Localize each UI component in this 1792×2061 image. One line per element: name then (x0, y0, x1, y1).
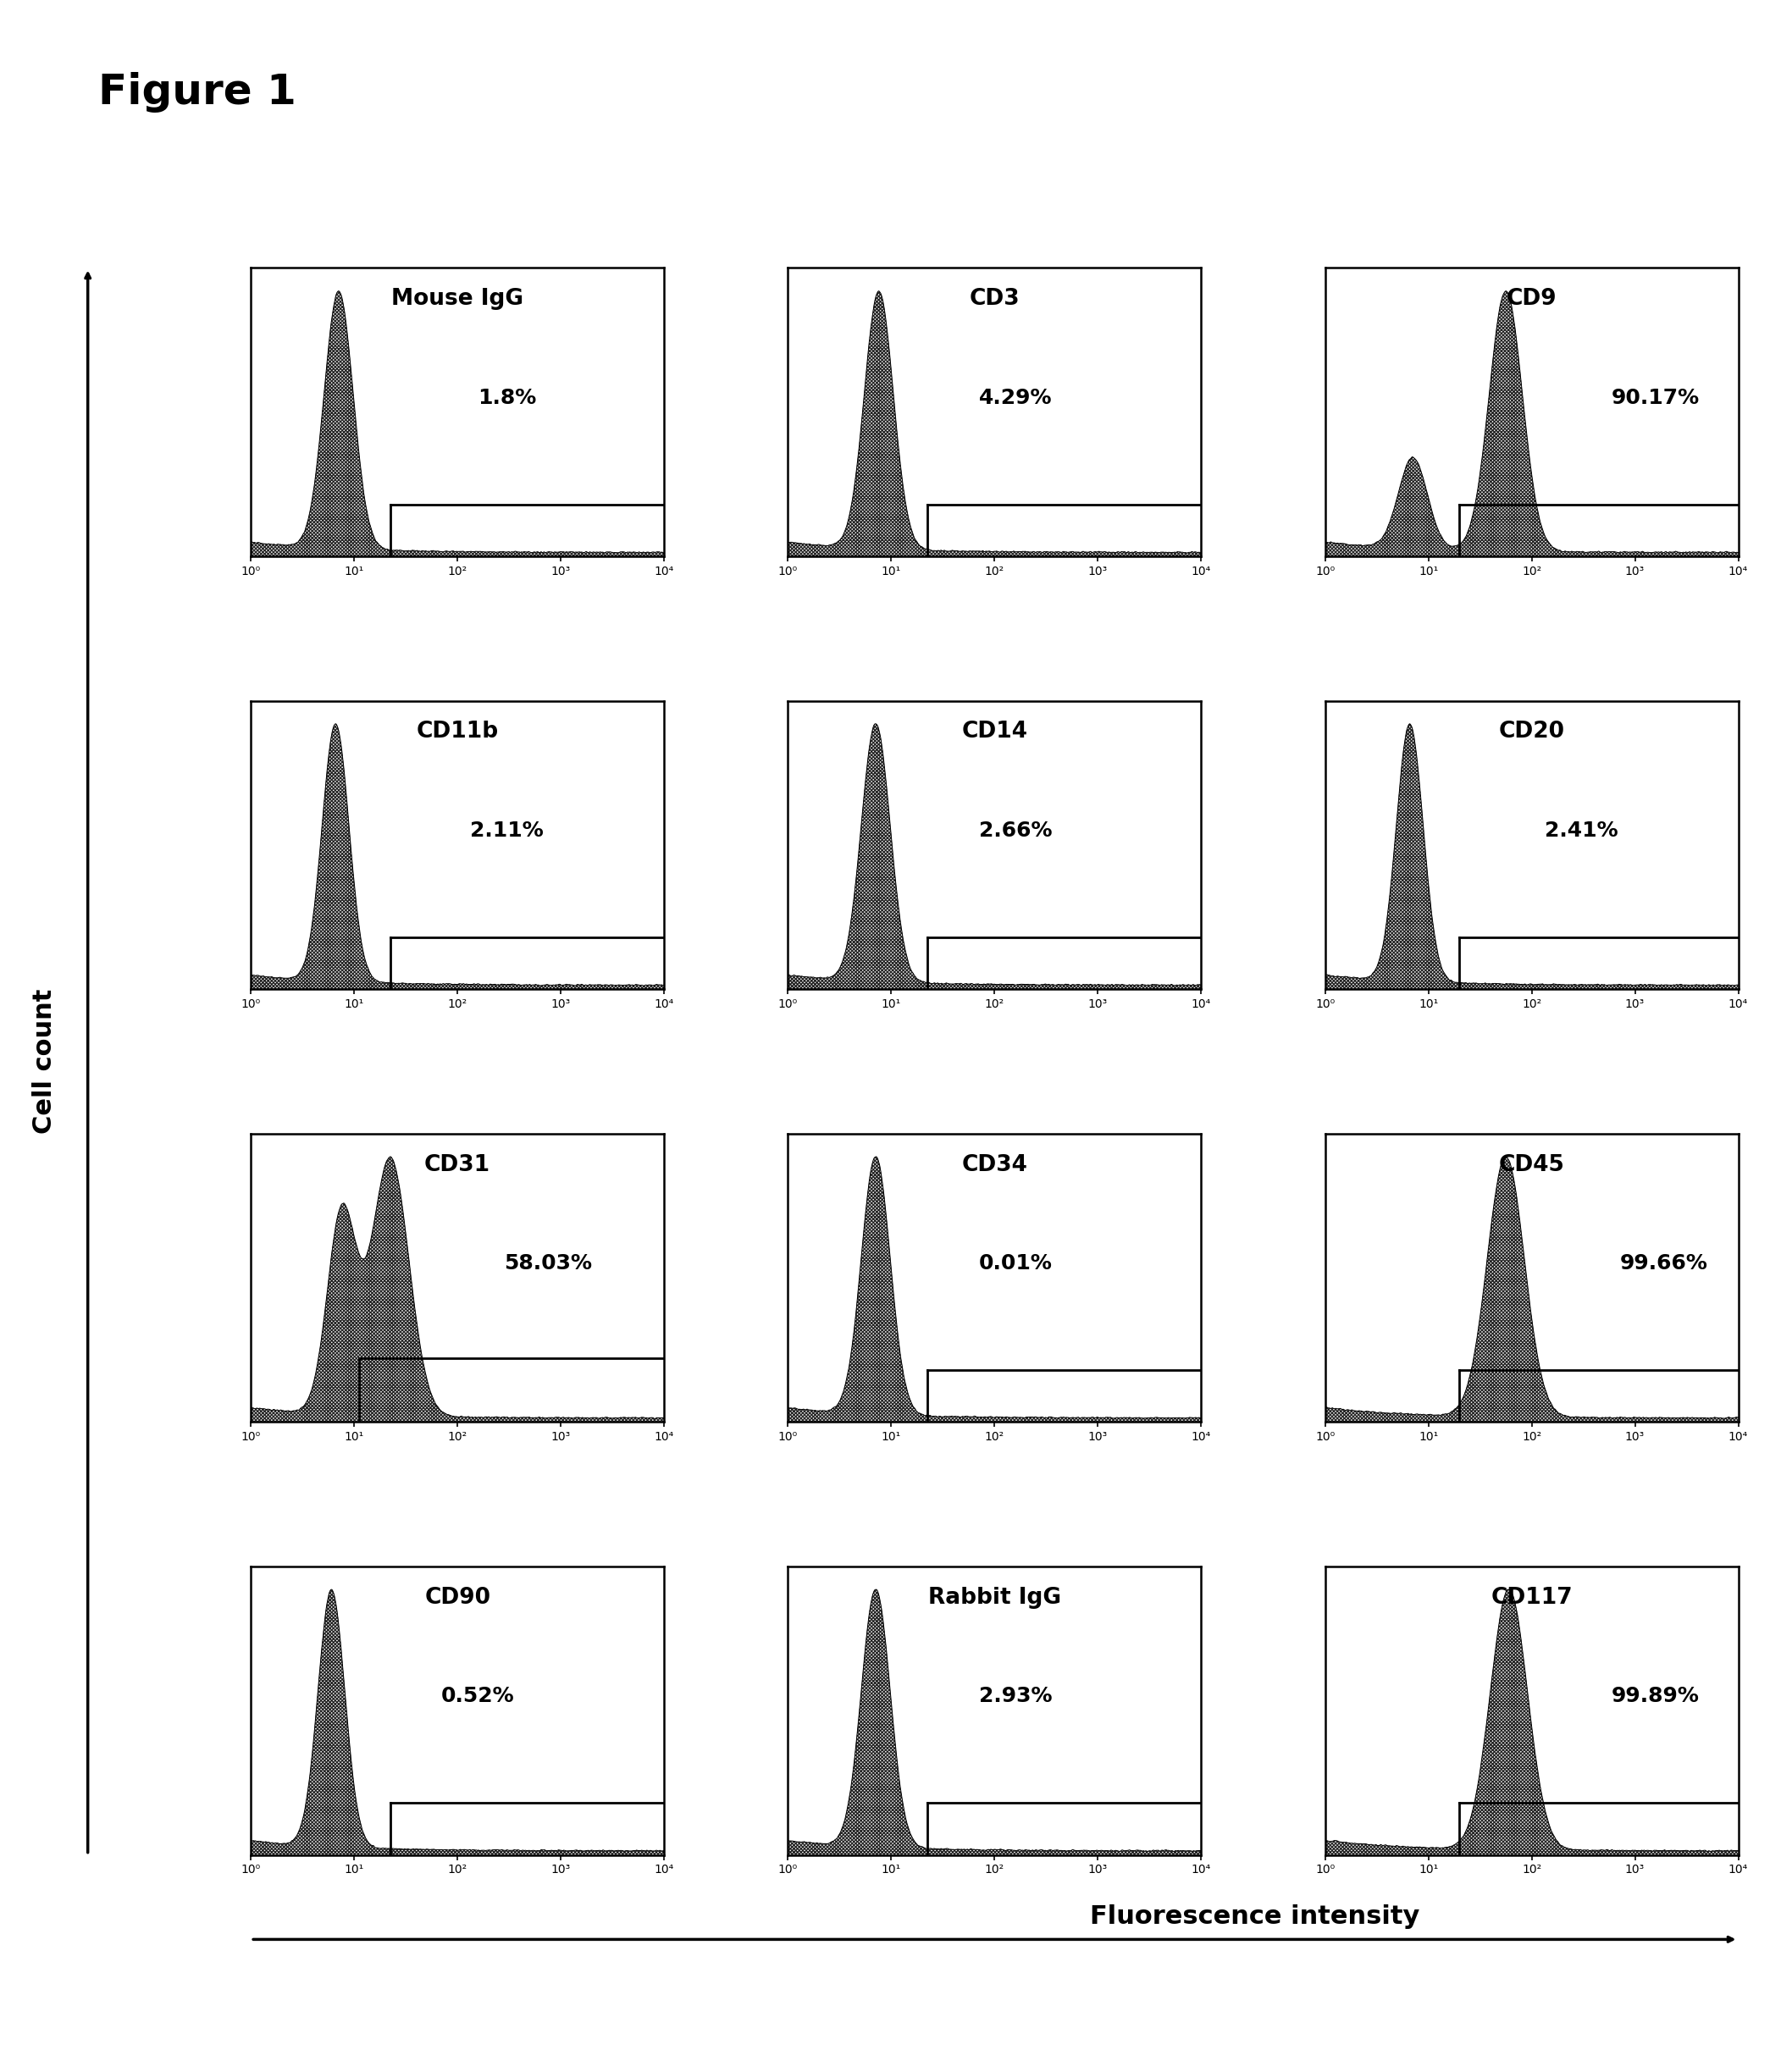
Text: Fluorescence intensity: Fluorescence intensity (1090, 1904, 1419, 1929)
Text: 2.93%: 2.93% (978, 1686, 1052, 1707)
Text: CD20: CD20 (1498, 721, 1564, 742)
Text: Mouse IgG: Mouse IgG (391, 289, 523, 309)
Text: 4.29%: 4.29% (978, 387, 1052, 408)
Text: 58.03%: 58.03% (504, 1253, 593, 1274)
Text: Cell count: Cell count (32, 989, 57, 1134)
Text: 0.52%: 0.52% (441, 1686, 514, 1707)
Text: CD117: CD117 (1491, 1587, 1573, 1608)
Text: Rabbit IgG: Rabbit IgG (928, 1587, 1061, 1608)
Text: 2.41%: 2.41% (1545, 820, 1618, 841)
Text: CD31: CD31 (425, 1154, 491, 1175)
Text: CD34: CD34 (962, 1154, 1027, 1175)
Text: Figure 1: Figure 1 (99, 72, 297, 113)
Text: 0.01%: 0.01% (978, 1253, 1052, 1274)
Text: CD11b: CD11b (416, 721, 498, 742)
Text: 99.66%: 99.66% (1620, 1253, 1708, 1274)
Text: 99.89%: 99.89% (1611, 1686, 1699, 1707)
Text: CD3: CD3 (969, 289, 1020, 309)
Text: CD45: CD45 (1498, 1154, 1564, 1175)
Text: 90.17%: 90.17% (1611, 387, 1699, 408)
Text: 2.66%: 2.66% (978, 820, 1052, 841)
Text: CD90: CD90 (425, 1587, 491, 1608)
Text: 1.8%: 1.8% (478, 387, 536, 408)
Text: CD14: CD14 (962, 721, 1027, 742)
Text: 2.11%: 2.11% (470, 820, 543, 841)
Text: CD9: CD9 (1507, 289, 1557, 309)
